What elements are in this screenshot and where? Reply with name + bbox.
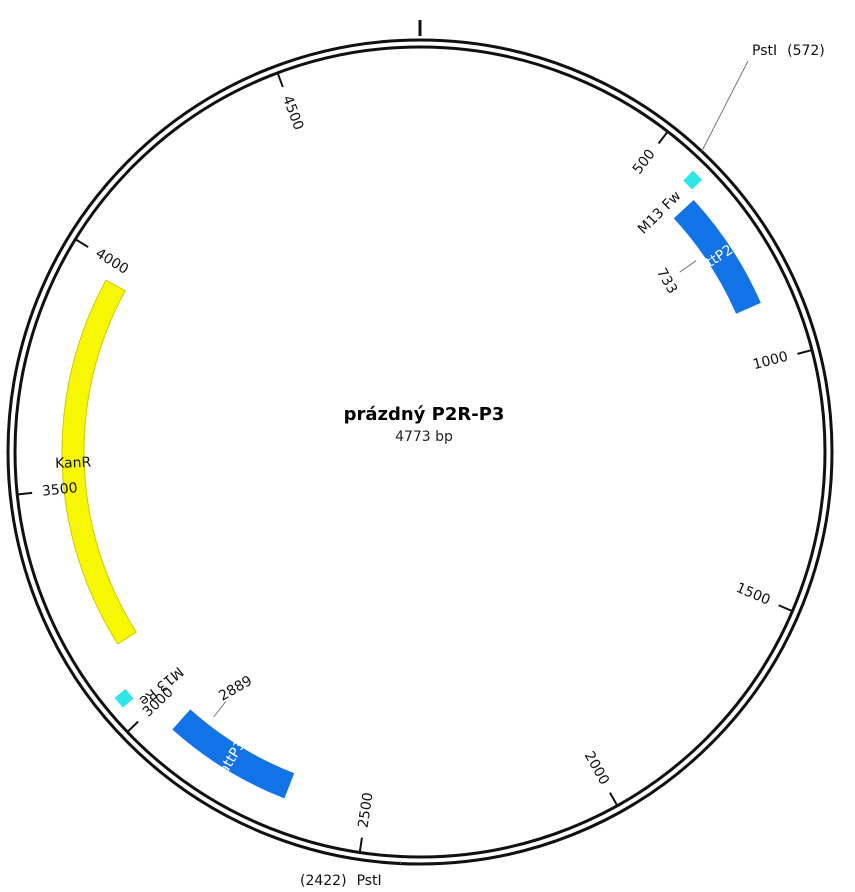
marker-label-733: 733: [653, 266, 680, 297]
primer-label-m13-fw: M13 Fw: [635, 188, 684, 237]
tick-2000: [609, 792, 618, 806]
site-layer: PstI (572) (2422) PstI: [300, 43, 825, 889]
tick-4000: [75, 238, 89, 248]
site-enzyme: PstI: [752, 43, 777, 59]
tick-label-4000: 4000: [92, 246, 131, 278]
tick-label-4500: 4500: [279, 93, 307, 132]
tick-label-1000: 1000: [751, 349, 790, 373]
site-position: (572): [787, 43, 825, 59]
site-leader-psti: [399, 860, 402, 864]
tick-500: [657, 131, 668, 145]
feature-label-kanr: KanR: [55, 455, 92, 472]
marker-leader-2889: [213, 701, 227, 718]
site-position: (2422): [300, 873, 347, 889]
site-leader-psti: [701, 60, 749, 152]
tick-label-2000: 2000: [581, 749, 612, 788]
feature-m13-fw[interactable]: [683, 170, 703, 190]
tick-2500: [358, 837, 363, 852]
site-enzyme: PstI: [357, 873, 382, 889]
site-label-psti[interactable]: PstI (572): [752, 43, 825, 59]
feature-kanr[interactable]: [61, 279, 138, 645]
tick-3500: [18, 491, 33, 496]
tick-1000: [797, 349, 812, 355]
backbone-outer-ring: [6, 38, 834, 866]
marker-layer: 733 2889: [213, 260, 697, 718]
marker-leader-733: [679, 260, 697, 273]
tick-label-2500: 2500: [356, 791, 377, 829]
feature-m13-re[interactable]: [114, 688, 134, 708]
plasmid-size: 4773 bp: [395, 429, 453, 445]
tick-4500: [276, 73, 284, 88]
tick-1500: [778, 604, 792, 612]
site-label-psti[interactable]: (2422) PstI: [300, 873, 382, 889]
tick-3000: [127, 720, 139, 732]
plasmid-name: prázdný P2R-P3: [344, 404, 505, 425]
tick-label-3500: 3500: [41, 480, 78, 500]
feature-attp2r[interactable]: [673, 200, 761, 314]
tick-label-1500: 1500: [734, 580, 773, 609]
backbone-inner-ring: [13, 45, 827, 859]
tick-label-500: 500: [630, 146, 659, 177]
feature-attp3[interactable]: [172, 709, 295, 799]
marker-label-2889: 2889: [216, 673, 255, 705]
